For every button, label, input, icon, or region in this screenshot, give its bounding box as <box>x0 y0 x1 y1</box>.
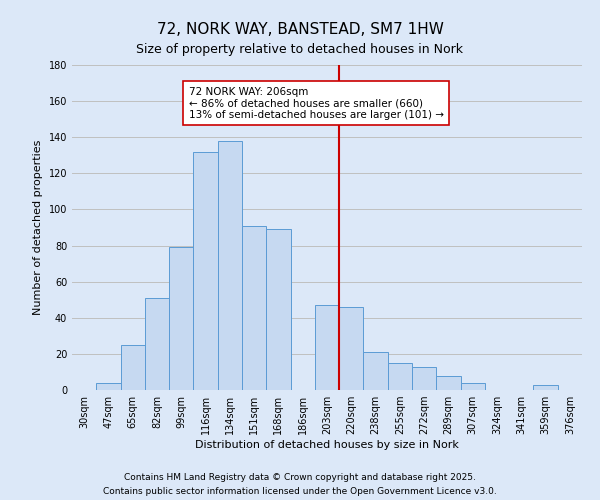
Text: Contains public sector information licensed under the Open Government Licence v3: Contains public sector information licen… <box>103 488 497 496</box>
Bar <box>364 352 388 390</box>
Bar <box>339 307 364 390</box>
X-axis label: Distribution of detached houses by size in Nork: Distribution of detached houses by size … <box>195 440 459 450</box>
Bar <box>436 376 461 390</box>
Bar <box>388 363 412 390</box>
Bar <box>461 383 485 390</box>
Bar <box>533 384 558 390</box>
Bar <box>145 298 169 390</box>
Text: 72 NORK WAY: 206sqm
← 86% of detached houses are smaller (660)
13% of semi-detac: 72 NORK WAY: 206sqm ← 86% of detached ho… <box>188 86 443 120</box>
Bar <box>218 141 242 390</box>
Bar <box>121 345 145 390</box>
Bar <box>315 305 339 390</box>
Bar <box>169 248 193 390</box>
Bar <box>193 152 218 390</box>
Bar <box>412 366 436 390</box>
Text: Contains HM Land Registry data © Crown copyright and database right 2025.: Contains HM Land Registry data © Crown c… <box>124 472 476 482</box>
Bar <box>96 383 121 390</box>
Y-axis label: Number of detached properties: Number of detached properties <box>33 140 43 315</box>
Text: 72, NORK WAY, BANSTEAD, SM7 1HW: 72, NORK WAY, BANSTEAD, SM7 1HW <box>157 22 443 38</box>
Bar <box>266 230 290 390</box>
Bar <box>242 226 266 390</box>
Text: Size of property relative to detached houses in Nork: Size of property relative to detached ho… <box>137 42 464 56</box>
